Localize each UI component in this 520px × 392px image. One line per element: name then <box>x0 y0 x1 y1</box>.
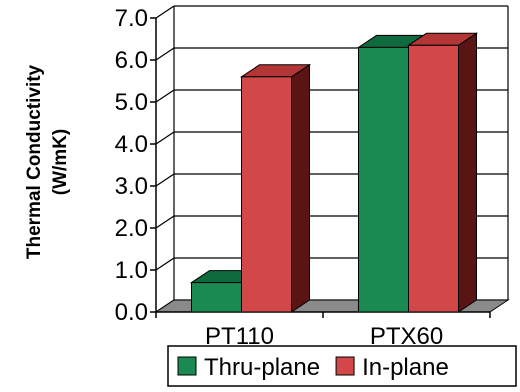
bar-front <box>191 282 242 313</box>
legend-label-thru-plane: Thru-plane <box>204 354 320 381</box>
y-tick-label: 4.0 <box>115 131 148 158</box>
legend-swatch-thru-plane <box>177 356 197 376</box>
bar-front <box>408 44 459 313</box>
y-tick-labels: 0.0 1.0 2.0 3.0 4.0 5.0 6.0 7.0 <box>115 5 148 326</box>
y-tick-label: 5.0 <box>115 89 148 116</box>
y-tick-label: 7.0 <box>115 5 148 32</box>
gridline-side <box>155 5 175 19</box>
y-tick-label: 3.0 <box>115 173 148 200</box>
bar-front <box>241 76 292 313</box>
y-axis-title: Thermal Conductivity (W/mK) <box>24 64 71 259</box>
bars <box>189 32 479 313</box>
bar-front <box>358 46 409 313</box>
y-tick-label: 0.0 <box>115 299 148 326</box>
legend-swatch-in-plane <box>335 356 355 376</box>
y-tick-label: 1.0 <box>115 257 148 284</box>
bar-in-plane-ptx60 <box>406 32 479 313</box>
y-axis-title-line1: Thermal Conductivity <box>24 64 45 259</box>
gridline-side <box>155 131 175 145</box>
y-tick-label: 6.0 <box>115 47 148 74</box>
bar-side <box>458 32 477 313</box>
gridline-side <box>155 257 175 271</box>
gridline-side <box>155 47 175 61</box>
bar-in-plane-pt110 <box>239 63 312 313</box>
y-tick-label: 2.0 <box>115 215 148 242</box>
legend: Thru-plane In-plane <box>167 345 517 387</box>
gridline-side <box>155 173 175 187</box>
gridline-side <box>155 89 175 103</box>
legend-label-in-plane: In-plane <box>362 354 449 381</box>
gridline-side <box>155 215 175 229</box>
y-axis-title-line2: (W/mK) <box>50 129 71 195</box>
bar-side <box>291 63 310 313</box>
legend-box <box>167 345 517 387</box>
